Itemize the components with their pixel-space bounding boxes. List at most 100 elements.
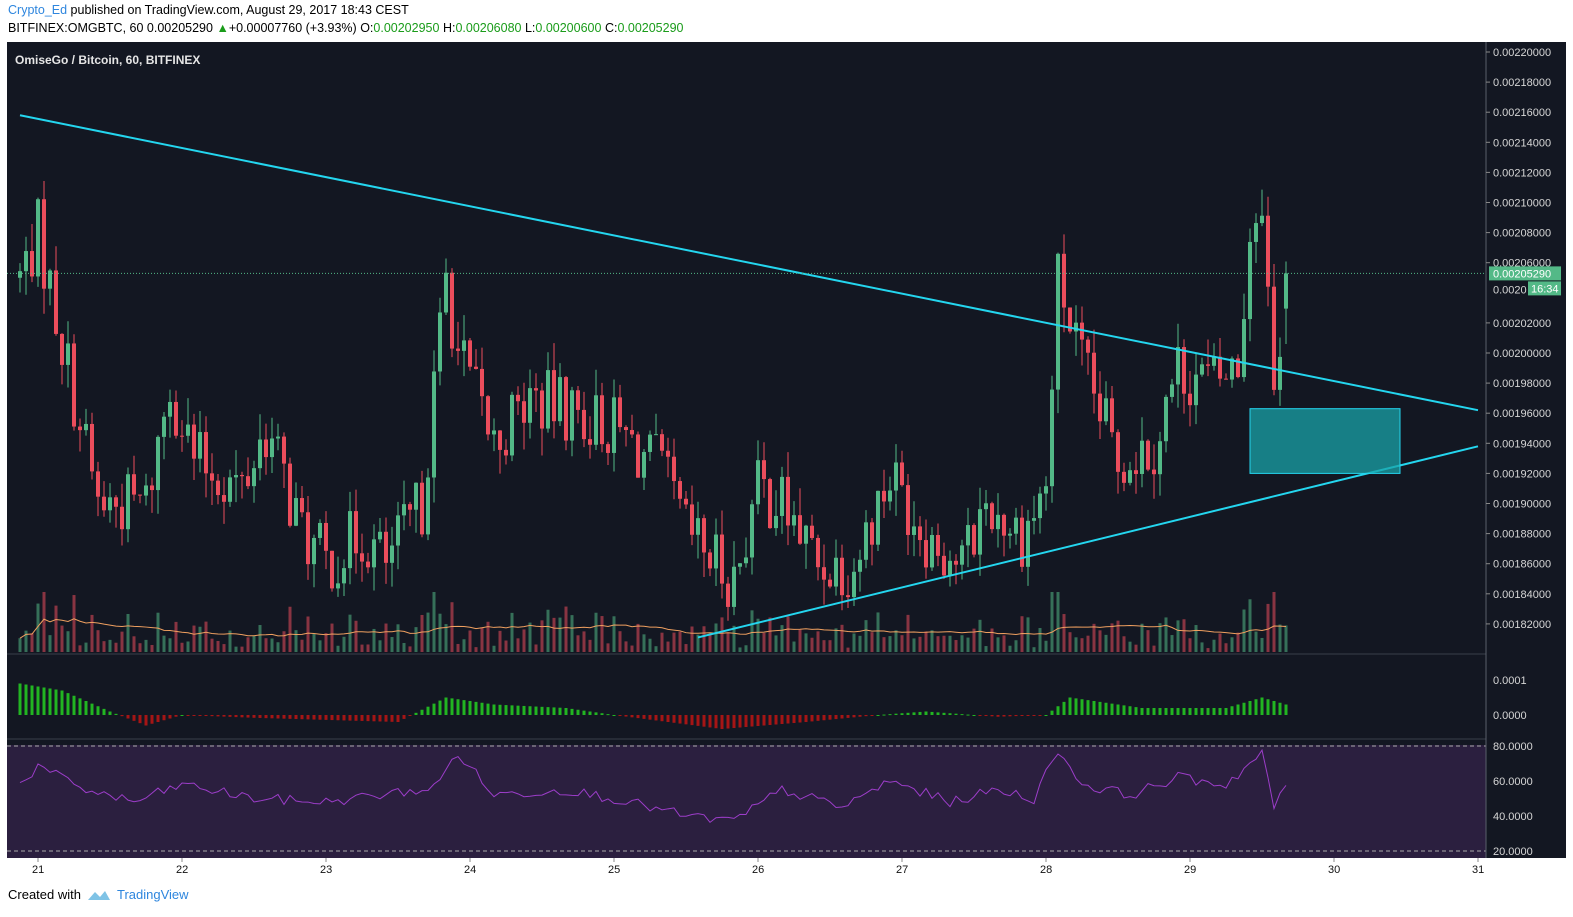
volume-bar <box>408 646 412 652</box>
candle-body <box>390 545 394 563</box>
macd-bar <box>1272 701 1276 715</box>
candle-body <box>1050 389 1054 487</box>
candle-body <box>852 571 856 598</box>
candle-body <box>1194 374 1198 406</box>
candle-body <box>72 343 76 427</box>
volume-bar <box>1104 634 1108 652</box>
volume-bar <box>1278 624 1282 652</box>
volume-bar <box>924 631 928 652</box>
date-tick-label: 30 <box>1328 864 1340 876</box>
volume-bar <box>954 640 958 652</box>
volume-bar <box>1158 623 1162 652</box>
author-link[interactable]: Crypto_Ed <box>8 3 68 17</box>
trendlines <box>19 114 1479 639</box>
candle-body <box>1182 347 1186 394</box>
volume-bar <box>102 641 106 652</box>
candle-body <box>978 509 982 555</box>
candle-body <box>246 476 250 487</box>
rsi-tick-label: 80.0000 <box>1493 741 1533 753</box>
candle-body <box>66 343 70 365</box>
macd-bar <box>102 708 106 715</box>
macd-bar <box>606 714 610 716</box>
chart-canvas[interactable]: 0.00220000 0.00218000 0.00216000 0.00214000… <box>0 42 1573 880</box>
macd-bar <box>894 713 898 715</box>
volume-bar <box>642 634 646 652</box>
volume-bar <box>1026 617 1030 652</box>
macd-bar <box>1218 708 1222 715</box>
macd-bar <box>120 715 124 717</box>
volume-bar <box>558 617 562 652</box>
candle-body <box>654 434 658 436</box>
volume-bar <box>906 614 910 652</box>
candle-body <box>1242 319 1246 378</box>
volume-bar <box>1224 643 1228 652</box>
macd-bar <box>630 715 634 718</box>
macd-bar <box>906 712 910 715</box>
candle-body <box>318 522 322 538</box>
volume-bar <box>516 638 520 652</box>
macd-bar <box>132 715 136 721</box>
macd-bar <box>1206 708 1210 715</box>
candle-body <box>1200 364 1204 375</box>
macd-bar <box>48 688 52 715</box>
macd-bar <box>1140 708 1144 715</box>
candle-body <box>252 468 256 487</box>
candle-body <box>618 397 622 428</box>
volume-bar <box>258 625 262 652</box>
volume-bar <box>156 612 160 652</box>
tradingview-link[interactable]: TradingView <box>116 887 189 902</box>
candle-body <box>1092 352 1096 394</box>
macd-bar <box>1230 706 1234 715</box>
macd-bar <box>516 705 520 715</box>
volume-bar <box>510 612 514 652</box>
volume-bar <box>1110 623 1114 652</box>
macd-bar <box>276 715 280 719</box>
candle-body <box>1074 322 1078 332</box>
candle-body <box>504 449 508 456</box>
candle-body <box>168 401 172 417</box>
macd-bar <box>978 715 982 716</box>
candle-body <box>1008 533 1012 536</box>
macd-bar <box>1116 704 1120 715</box>
macd-bar <box>342 715 346 721</box>
volume-bar <box>480 627 484 652</box>
volume-bar <box>768 617 772 652</box>
candle-body <box>1140 440 1144 474</box>
candle-body <box>288 463 292 526</box>
macd-bar <box>402 715 406 719</box>
volume-bar <box>324 633 328 652</box>
date-tick-label: 21 <box>32 864 44 876</box>
macd-bar <box>168 715 172 719</box>
volume-bar <box>1194 625 1198 652</box>
candle-body <box>582 409 586 440</box>
volume-bar <box>1266 603 1270 652</box>
volume-bar <box>216 640 220 652</box>
candle-body <box>60 333 64 365</box>
macd-bar <box>564 708 568 715</box>
candle-body <box>1158 441 1162 475</box>
candle-body <box>576 390 580 410</box>
macd-bar <box>348 715 352 721</box>
macd-bar <box>258 715 262 718</box>
candle-body <box>558 377 562 422</box>
macd-bar <box>930 711 934 715</box>
volume-bar <box>126 613 130 652</box>
volume-bar <box>318 640 322 652</box>
volume-bar <box>936 636 940 652</box>
macd-bar <box>192 715 196 716</box>
volume-bar <box>912 638 916 652</box>
candle-body <box>450 272 454 349</box>
price-tick-label: 0.00210000 <box>1493 198 1551 210</box>
candle-body <box>546 370 550 429</box>
macd-bar <box>1056 706 1060 715</box>
candle-body <box>420 482 424 535</box>
volume-bar <box>132 636 136 652</box>
candles <box>18 180 1288 621</box>
candle-body <box>822 567 826 580</box>
candle-body <box>1038 493 1042 519</box>
macd-bar <box>762 715 766 726</box>
volume-bar <box>960 635 964 652</box>
candle-body <box>1020 517 1024 567</box>
volume-bar <box>108 639 112 652</box>
volume-bar <box>228 630 232 652</box>
